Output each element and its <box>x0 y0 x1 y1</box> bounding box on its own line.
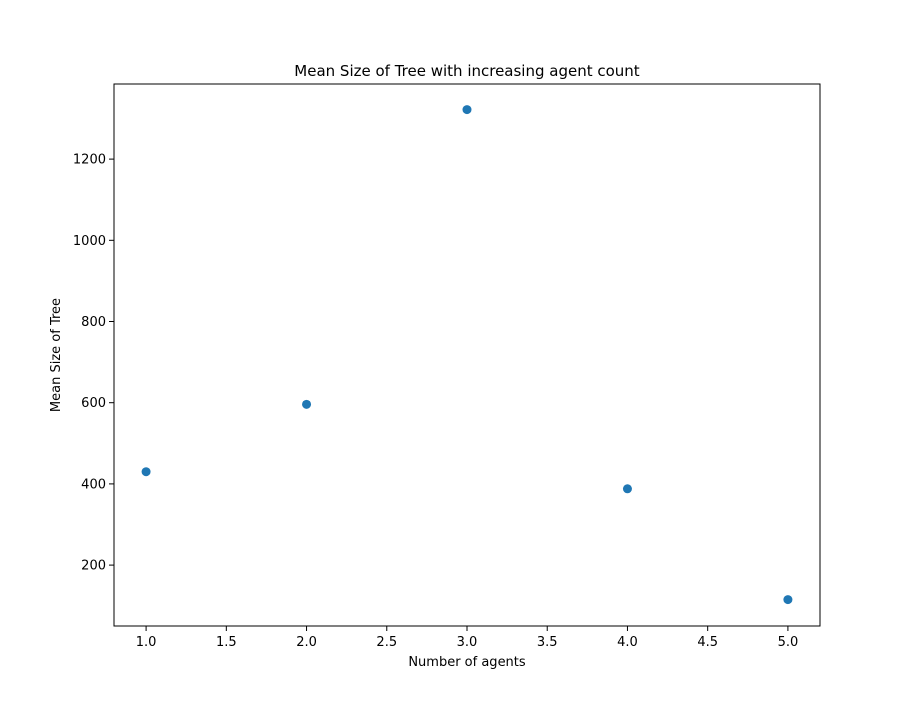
x-tick-label: 5.0 <box>778 635 799 650</box>
x-tick-label: 1.5 <box>216 635 237 650</box>
x-tick-label: 2.5 <box>376 635 397 650</box>
x-tick-label: 4.0 <box>617 635 638 650</box>
y-axis-label: Mean Size of Tree <box>49 298 64 412</box>
x-axis-label: Number of agents <box>408 655 526 670</box>
x-tick-label: 1.0 <box>136 635 157 650</box>
y-tick-label: 1000 <box>73 234 106 249</box>
x-tick-label: 3.5 <box>537 635 558 650</box>
x-axis-ticks: 1.0 1.5 2.0 2.5 3.0 3.5 4.0 4.5 5.0 <box>136 626 799 650</box>
data-point <box>141 467 151 477</box>
data-point <box>622 484 632 494</box>
y-tick-label: 200 <box>81 559 106 574</box>
plot-area-frame <box>113 83 821 627</box>
y-tick-label: 800 <box>81 315 106 330</box>
chart-title: Mean Size of Tree with increasing agent … <box>294 62 640 80</box>
y-tick-label: 1200 <box>73 153 106 168</box>
x-tick-label: 2.0 <box>296 635 317 650</box>
y-axis-ticks: 200 400 600 800 1000 1200 <box>73 153 114 574</box>
y-tick-label: 400 <box>81 477 106 492</box>
y-tick-label: 600 <box>81 396 106 411</box>
data-point <box>302 399 312 409</box>
data-point <box>462 105 472 115</box>
x-tick-label: 3.0 <box>457 635 478 650</box>
data-points <box>141 105 793 605</box>
data-point <box>783 595 793 605</box>
x-tick-label: 4.5 <box>697 635 718 650</box>
